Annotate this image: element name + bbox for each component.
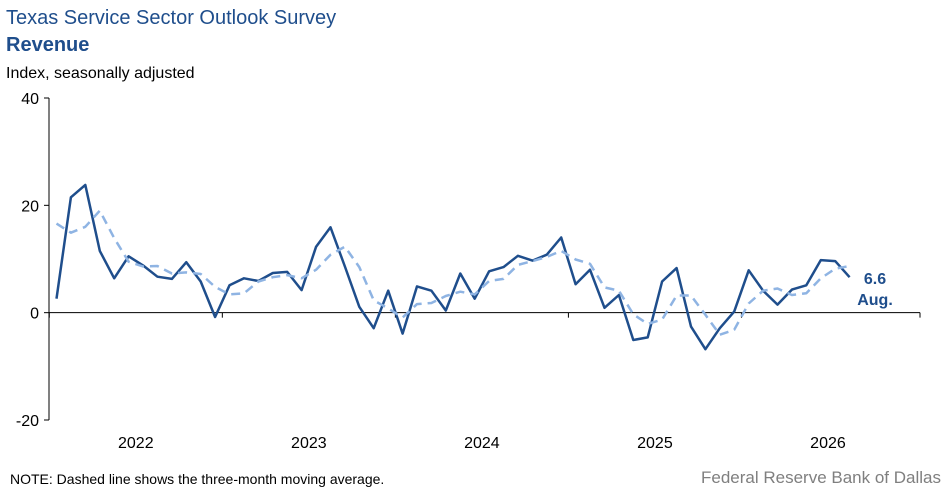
y-axis-units-label: Index, seasonally adjusted [6,65,195,82]
latest-month-label: Aug. [857,292,893,309]
y-tick-label: 40 [21,91,39,108]
chart-title: Texas Service Sector Outlook Survey [6,7,337,29]
y-tick-label: -20 [16,413,39,430]
x-tick-label: 2025 [637,435,673,452]
footnote: NOTE: Dashed line shows the three-month … [10,471,385,487]
y-tick-label: 20 [21,198,39,215]
x-tick-label: 2026 [810,435,846,452]
x-tick-label: 2023 [291,435,327,452]
index-line [55,183,851,351]
latest-value-label: 6.6 [864,271,886,288]
y-tick-label: 0 [30,306,39,323]
x-tick-label: 2024 [464,435,500,452]
x-tick-label: 2022 [118,435,154,452]
source-credit: Federal Reserve Bank of Dallas [700,468,941,487]
chart-subtitle: Revenue [6,34,90,56]
